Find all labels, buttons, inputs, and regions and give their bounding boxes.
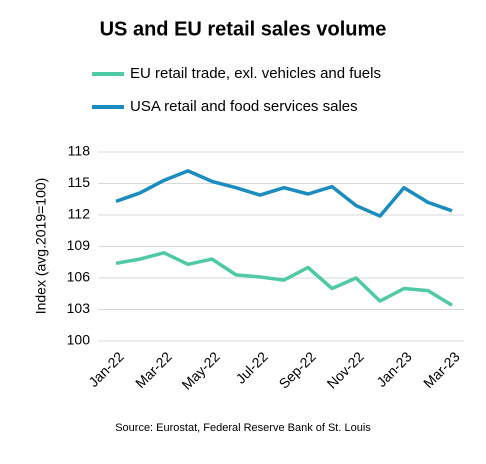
- x-tick-label: Nov-22: [324, 348, 367, 391]
- legend-label: USA retail and food services sales: [130, 98, 358, 115]
- legend-label: EU retail trade, exl. vehicles and fuels: [130, 65, 381, 82]
- series-line: [115, 169, 453, 218]
- x-tick-label: Mar-23: [420, 348, 463, 391]
- y-tick-label: 103: [67, 300, 91, 316]
- x-tick-label: Jan-22: [85, 348, 127, 390]
- x-tick-label: Sep-22: [275, 348, 318, 391]
- x-tick-label: Jul-22: [232, 348, 270, 386]
- x-tick-label: May-22: [178, 348, 222, 392]
- series-line: [115, 251, 453, 307]
- y-tick-label: 106: [67, 269, 91, 285]
- y-tick-label: 112: [68, 206, 91, 222]
- y-tick-label: 115: [68, 174, 91, 190]
- x-tick-label: Jan-23: [373, 348, 415, 390]
- source: Source: Eurostat, Federal Reserve Bank o…: [115, 422, 371, 434]
- y-tick-label: 109: [67, 237, 91, 253]
- chart-title: US and EU retail sales volume: [100, 18, 387, 40]
- y-tick-label: 100: [67, 332, 91, 348]
- y-tick-label: 118: [68, 143, 91, 159]
- y-axis-label: Index (avg.2019=100): [33, 178, 49, 315]
- x-tick-label: Mar-22: [132, 348, 175, 391]
